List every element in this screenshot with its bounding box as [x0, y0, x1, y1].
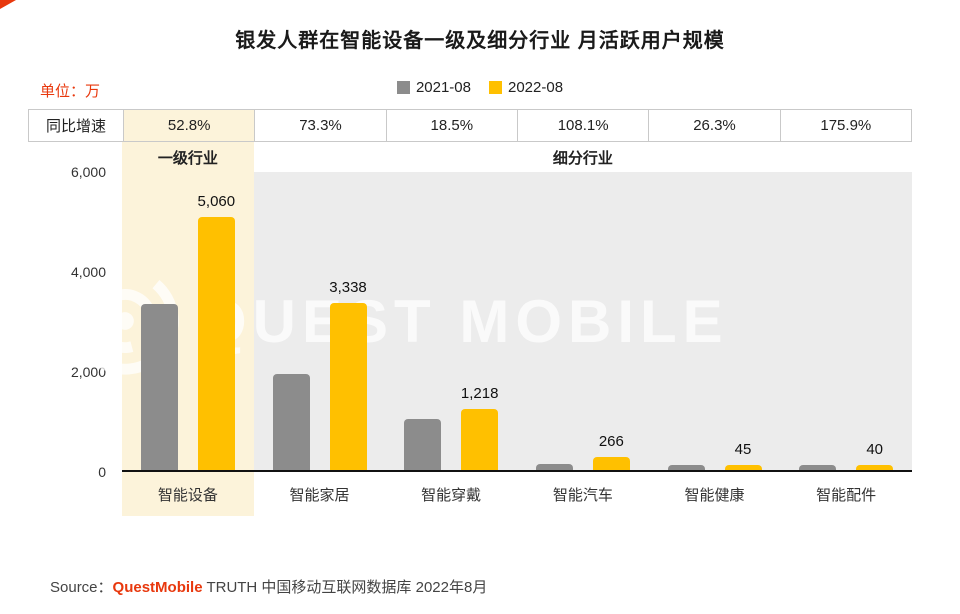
bar-value-label: 5,060: [197, 193, 236, 210]
unit-label: 单位：万: [40, 83, 101, 100]
growth-value-2: 73.3%: [254, 110, 385, 141]
growth-row-label: 同比增速: [45, 118, 106, 135]
bar-group-3: 1,218: [385, 172, 517, 470]
bar-2022-08-category-3: 1,218: [461, 385, 498, 470]
bar-value-label: 1,218: [460, 385, 499, 402]
x-label-category-5: 智能健康: [684, 486, 745, 504]
bar-2021-08-category-3: [404, 419, 442, 470]
source-suffix: TRUTH 中国移动互联网数据库 2022年8月: [202, 579, 488, 596]
legend-swatch-2021-08: [396, 81, 410, 94]
section-row: 一级行业 细分行业: [28, 142, 912, 172]
bar-group-5: 45: [649, 172, 781, 470]
meta-row: 单位：万 2021-08 2022-08: [0, 79, 960, 100]
x-label-spacer: [28, 472, 122, 516]
x-label-category-2: 智能家居: [289, 486, 350, 504]
bar-2021-08-category-4: [535, 464, 573, 470]
section-label-primary: 一级行业: [122, 142, 254, 172]
chart-content: 同比增速 52.8% 73.3% 18.5% 108.1% 26.3% 175.…: [28, 109, 912, 516]
bar-2022-08-category-5: 45: [724, 441, 762, 470]
growth-value-4: 108.1%: [516, 110, 648, 141]
growth-value-3: 18.5%: [385, 110, 517, 141]
bar-2022-08-category-4: 266: [592, 433, 630, 470]
bar-2022-08-category-2: 3,338: [329, 279, 367, 470]
section-label-sub: 细分行业: [552, 149, 613, 167]
x-label-category-3: 智能穿戴: [421, 486, 482, 504]
y-axis: 6,000 4,000 2,000 0: [28, 164, 122, 480]
y-tick-6000: 6,000: [70, 164, 106, 180]
source-brand: QuestMobile: [112, 579, 203, 596]
bar-2022-08-category-6: 40: [856, 441, 894, 470]
bar-2021-08-category-6: [799, 465, 837, 470]
bar-value-label: 45: [734, 441, 752, 458]
legend-item-2021-08: 2021-08: [396, 79, 471, 96]
bars-container: 5,060 3,338 1,218 266 45 40: [122, 172, 912, 470]
y-tick-4000: 4,000: [70, 264, 106, 280]
corner-decoration: [0, 0, 16, 9]
x-label-category-4: 智能汽车: [552, 486, 613, 504]
bar-2021-08-category-2: [272, 374, 310, 470]
bar-2021-08-category-5: [667, 465, 705, 470]
growth-value-6: 175.9%: [779, 110, 911, 141]
bar-2022-08-category-1: 5,060: [198, 193, 235, 470]
legend-item-2022-08: 2022-08: [489, 79, 563, 96]
source-prefix: Source：: [50, 579, 113, 596]
legend-label-2021-08: 2021-08: [415, 79, 471, 96]
bar-value-label: 40: [866, 441, 884, 458]
source-line: Source：QuestMobile TRUTH 中国移动互联网数据库 2022…: [50, 576, 960, 597]
growth-value-5: 26.3%: [648, 110, 779, 141]
plot-area: QUEST MOBILE 5,060 3,338 1,218 266 45 40: [71, 172, 912, 472]
x-axis-labels: 智能设备 智能家居 智能穿戴 智能汽车 智能健康 智能配件: [28, 472, 912, 516]
page-title: 银发人群在智能设备一级及细分行业 月活跃用户规模: [235, 30, 725, 52]
bar-group-2: 3,338: [254, 172, 386, 470]
legend-label-2022-08: 2022-08: [508, 79, 564, 96]
x-label-category-1: 智能设备: [122, 472, 254, 516]
bar-value-label: 266: [598, 433, 624, 450]
growth-rate-row: 同比增速 52.8% 73.3% 18.5% 108.1% 26.3% 175.…: [28, 109, 912, 142]
bar-2021-08-category-1: [140, 304, 178, 470]
growth-value-1: 52.8%: [123, 110, 255, 141]
bar-group-4: 266: [517, 172, 649, 470]
bar-value-label: 3,338: [329, 279, 367, 296]
bar-group-6: 40: [780, 172, 912, 470]
legend: 2021-08 2022-08: [0, 79, 960, 96]
x-label-category-6: 智能配件: [816, 486, 877, 504]
y-tick-2000: 2,000: [70, 364, 106, 380]
legend-swatch-2022-08: [489, 81, 502, 94]
chart-area: 6,000 4,000 2,000 0 QUEST MOBILE 5,060 3,…: [28, 164, 912, 480]
y-tick-0: 0: [98, 464, 106, 480]
bar-group-1: 5,060: [122, 172, 254, 470]
